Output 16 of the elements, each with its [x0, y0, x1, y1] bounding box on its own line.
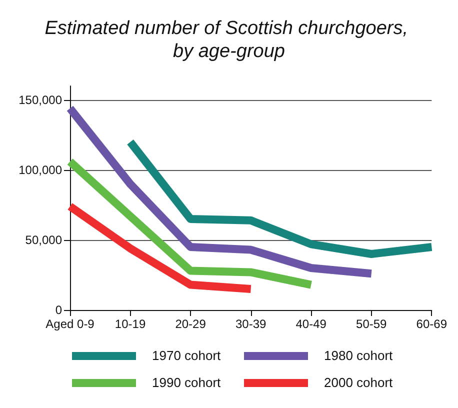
legend-label: 2000 cohort [324, 375, 393, 390]
x-tick-label: 50-59 [356, 317, 388, 331]
x-tick-label: 60-69 [416, 317, 448, 331]
legend-label: 1970 cohort [152, 348, 221, 363]
legend-label: 1990 cohort [152, 375, 221, 390]
x-tick-label: 40-49 [296, 317, 327, 331]
y-tick-label: 0 [55, 303, 62, 317]
y-tick-label: 50,000 [25, 233, 62, 247]
x-tick-label: 10-19 [114, 317, 146, 331]
legend-label: 1980 cohort [324, 348, 393, 363]
x-tick-label: 30-39 [235, 317, 266, 331]
y-tick-label: 150,000 [18, 93, 62, 107]
y-tick-label: 100,000 [18, 163, 62, 177]
x-tick-label: Aged 0-9 [46, 317, 95, 331]
x-tick-label: 20-29 [175, 317, 206, 331]
chart-title: Estimated number of Scottish churchgoers, by age-group [44, 18, 414, 62]
